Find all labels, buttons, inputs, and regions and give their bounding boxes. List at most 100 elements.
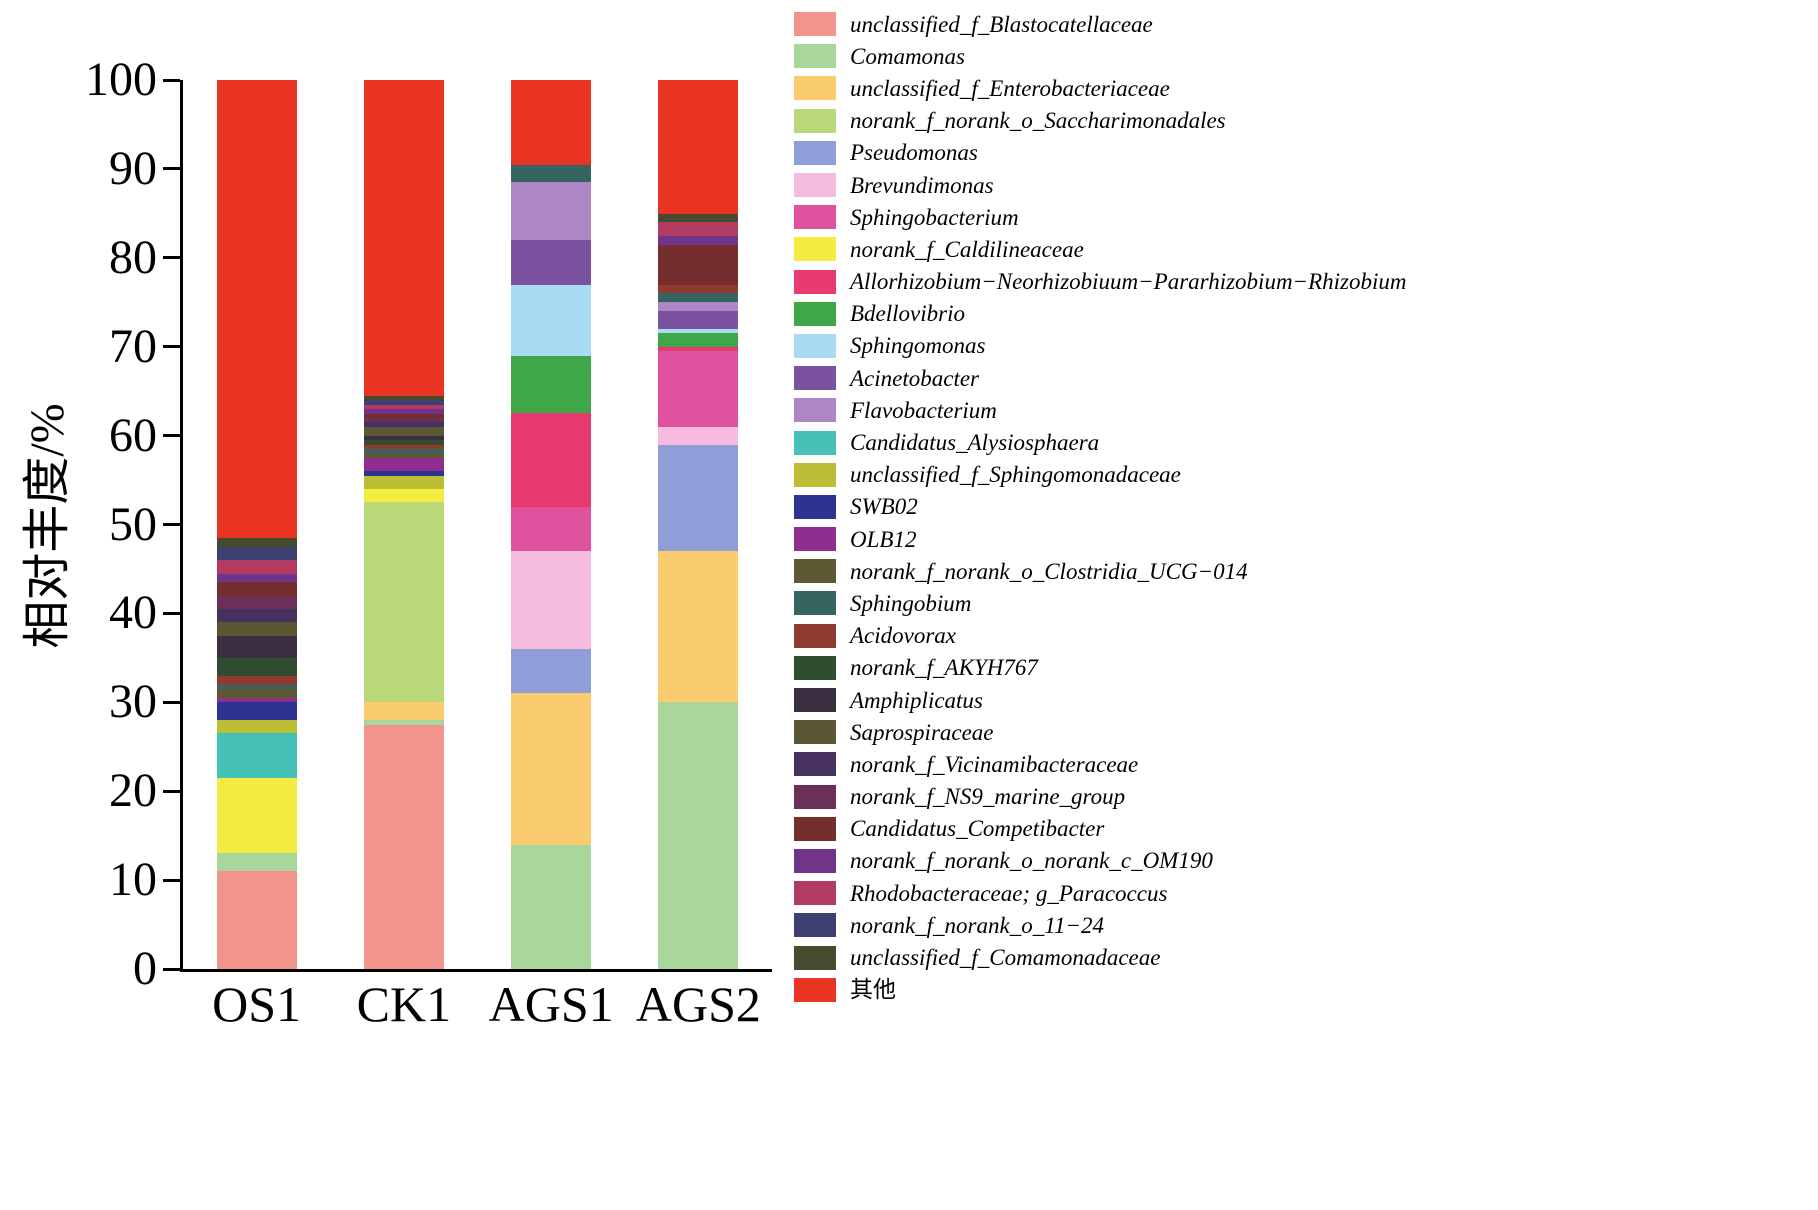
legend-label: Allorhizobium−Neorhizobiuum−Pararhizobiu… [850,269,1407,295]
legend-swatch [794,333,836,358]
bar-segment [216,657,297,676]
bar-segment [363,502,444,703]
x-tick-label: AGS2 [635,976,761,1032]
legend-item: Rhodobacteraceae; g_Paracoccus [794,877,1406,909]
legend-item: Flavobacterium [794,394,1406,426]
legend-item: norank_f_Caldilineaceae [794,233,1406,265]
legend-label: Acinetobacter [850,365,980,391]
bar-segment [216,733,297,778]
bar-segment [363,475,444,489]
legend-label: unclassified_f_Enterobacteriaceae [850,75,1170,101]
legend-label: SWB02 [850,494,918,520]
legend-item: 其他 [794,974,1406,1006]
bar-segment [658,551,739,703]
y-tick-mark [163,789,180,793]
y-tick-mark [163,878,180,882]
legend-item: unclassified_f_Sphingomonadaceae [794,459,1406,491]
bar-segment [658,426,739,445]
bar-segment [216,595,297,610]
legend-swatch [794,44,836,69]
bar-segment [363,440,444,445]
bar-segment [363,453,444,458]
legend-label: Sphingobacterium [850,204,1019,230]
y-tick-mark [163,434,180,438]
bar-segment [658,333,739,347]
bar-segment [216,689,297,698]
legend-item: SWB02 [794,491,1406,523]
bar-segment [511,551,592,649]
bar-segment [363,404,444,410]
bar-segment [216,777,297,854]
legend-swatch [794,366,836,391]
legend-item: unclassified_f_Comamonadaceae [794,941,1406,973]
bar-segment [363,444,444,450]
legend-item: norank_f_norank_o_11−24 [794,909,1406,941]
legend-item: norank_f_Vicinamibacteraceae [794,748,1406,780]
legend-item: Sphingobacterium [794,201,1406,233]
legend-label: Acidovorax [850,623,957,649]
legend-label: Pseudomonas [850,140,978,166]
legend-swatch [794,559,836,584]
bar-segment [511,506,592,552]
bar-segment [216,871,297,969]
legend-swatch [794,945,836,970]
bar-os1: OS1 [212,80,301,1029]
bar-segment [216,684,297,690]
bar-segment [363,426,444,436]
legend-swatch [794,688,836,713]
bar-segment [511,80,592,165]
bar-segment [658,346,739,352]
legend-swatch [794,913,836,938]
legend-swatch [794,76,836,101]
bar-segment [511,164,592,183]
bars-container: OS1 CK1 AGS1 AGS2 [183,80,772,1029]
legend-item: unclassified_f_Blastocatellaceae [794,8,1406,40]
x-tick-label: CK1 [356,976,452,1032]
legend-swatch [794,655,836,680]
bar-segment [363,471,444,476]
legend-label: norank_f_NS9_marine_group [850,784,1126,810]
bar-segment [216,582,297,596]
bar-segment [658,302,739,312]
bar-segment [363,422,444,427]
legend: unclassified_f_Blastocatellaceae Comamona… [794,8,1406,1006]
legend-label: OLB12 [850,526,917,552]
bar-segment [511,844,592,969]
bar-segment [216,697,297,703]
bar-ags2: AGS2 [636,80,761,1029]
bar-segment [658,311,739,329]
bar-segment [216,546,297,561]
legend-item: Amphiplicatus [794,684,1406,716]
legend-label: norank_f_norank_o_Saccharimonadales [850,108,1226,134]
legend-item: Brevundimonas [794,169,1406,201]
legend-label: Candidatus_Alysiosphaera [850,430,1100,456]
legend-swatch [794,108,836,133]
legend-label: Rhodobacteraceae; g_Paracoccus [850,880,1168,906]
legend-item: Bdellovibrio [794,298,1406,330]
legend-item: norank_f_NS9_marine_group [794,781,1406,813]
legend-item: Pseudomonas [794,137,1406,169]
legend-item: norank_f_norank_o_Clostridia_UCG−014 [794,555,1406,587]
legend-swatch [794,12,836,37]
legend-item: unclassified_f_Enterobacteriaceae [794,72,1406,104]
bar-segment [658,351,739,427]
bar-segment [658,244,739,285]
legend-swatch [794,237,836,262]
bar-segment [216,702,297,721]
bar-segment [216,560,297,574]
bar-segment [658,328,739,334]
legend-label: Brevundimonas [850,172,994,198]
y-tick-label: 40 [109,586,157,640]
y-tick-label: 90 [109,141,157,195]
legend-swatch [794,623,836,648]
y-tick-mark [163,523,180,526]
legend-item: Acidovorax [794,620,1406,652]
y-tick-label: 80 [109,230,157,284]
legend-label: norank_f_norank_o_norank_c_OM190 [850,848,1213,874]
bar-segment [216,538,297,547]
y-tick-label: 100 [85,53,157,106]
bar-segment [363,80,444,396]
bar-segment [511,693,592,845]
legend-swatch [794,301,836,326]
legend-swatch [794,591,836,616]
